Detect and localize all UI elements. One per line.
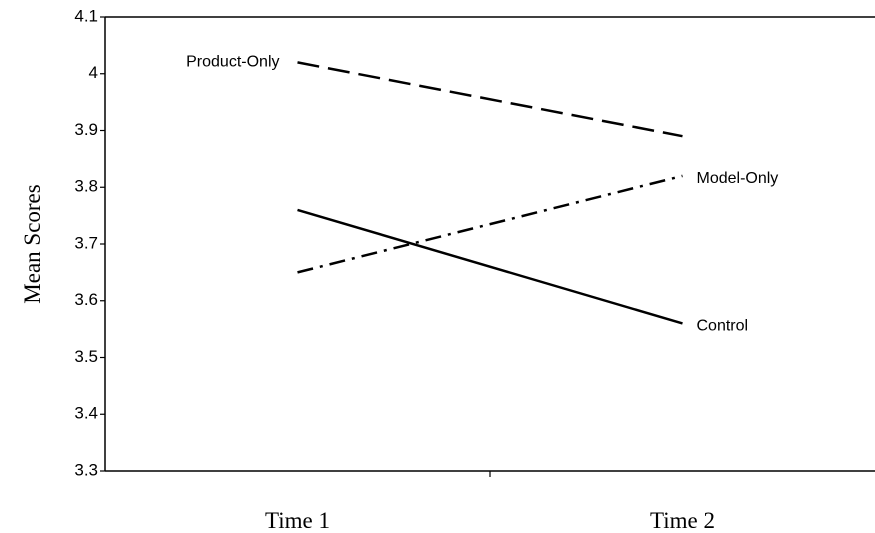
y-tick-label: 3.7 [74,233,98,252]
series-label: Model-Only [697,170,779,187]
y-tick-label: 3.6 [74,290,98,309]
y-tick-label: 4 [89,63,98,82]
y-tick-label: 3.3 [74,460,98,479]
y-tick-label: 3.4 [74,404,98,423]
series-label: Control [697,318,749,335]
series-line [297,61,683,138]
x-tick-label: Time 2 [650,508,715,533]
y-axis-label: Mean Scores [20,184,45,303]
series-line [297,174,683,274]
x-tick-label: Time 1 [265,508,330,533]
series-line [297,208,683,325]
series-label: Product-Only [186,54,279,71]
y-tick-label: 3.9 [74,120,98,139]
y-tick-label: 3.8 [74,177,98,196]
y-tick-label: 4.1 [74,6,98,25]
y-tick-label: 3.5 [74,347,98,366]
